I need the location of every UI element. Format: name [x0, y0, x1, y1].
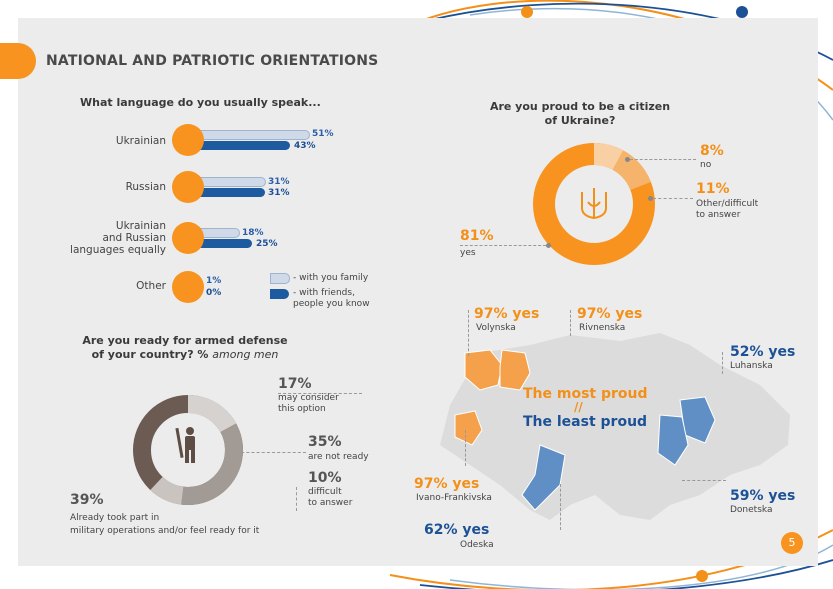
map-region-volynska — [464, 349, 503, 391]
leader-line — [722, 352, 723, 374]
map-luhanska-pct: 52% yes — [730, 344, 796, 360]
language-question: What language do you usually speak... — [80, 96, 321, 109]
map-region-odeska — [521, 444, 566, 511]
trident-icon — [581, 188, 607, 220]
armed-consider-pct: 17% — [278, 376, 312, 392]
map-luhanska-name: Luhanska — [730, 361, 773, 371]
proud-yes-pct: 81% — [460, 228, 494, 244]
legend-family-label: - with you family — [293, 273, 369, 283]
armed-took-part-label: Already took part in military operations… — [70, 513, 260, 536]
armed-not-ready-pct: 35% — [308, 434, 342, 450]
armed-question-italic: among men — [212, 348, 279, 361]
pct-family-both: 18% — [242, 228, 264, 238]
pct-friends-other: 0% — [206, 288, 222, 298]
leader-line — [682, 480, 726, 481]
leader-dot — [648, 196, 653, 201]
map-rivnenska-pct: 97% yes — [577, 306, 643, 322]
map-region-ivano-frankivska — [454, 410, 483, 446]
proud-question: Are you proud to be a citizen of Ukraine… — [489, 100, 671, 127]
armed-took-part-pct: 39% — [70, 492, 104, 508]
leader-line — [278, 393, 362, 394]
bar-friends-ukrainian — [188, 141, 290, 150]
pct-family-other: 1% — [206, 276, 222, 286]
language-label-other: Other — [136, 280, 166, 292]
bar-family-ukrainian — [188, 130, 310, 140]
leader-line — [560, 484, 561, 530]
proud-yes-label: yes — [460, 248, 476, 258]
bar-friends-both — [188, 239, 252, 248]
leader-line — [630, 159, 696, 160]
proud-other-label: Other/difficult to answer — [696, 199, 759, 220]
leader-line — [653, 198, 693, 199]
map-center-top: The most proud — [523, 386, 648, 402]
armed-not-ready-label: are not ready — [308, 452, 369, 462]
pct-family-russian: 31% — [268, 177, 290, 187]
map-ivano-name: Ivano-Frankivska — [416, 493, 492, 503]
row-bullet — [172, 222, 204, 254]
proud-no-label: no — [700, 160, 712, 170]
legend-swatch-friends — [270, 289, 289, 299]
map-donetska-pct: 59% yes — [730, 488, 796, 504]
page-number: 5 — [781, 532, 803, 554]
proud-segment-no — [533, 143, 655, 265]
page-title: NATIONAL AND PATRIOTIC ORIENTATIONS — [46, 53, 379, 69]
map-ivano-pct: 97% yes — [414, 476, 480, 492]
ukraine-map — [440, 333, 790, 520]
language-label-both: Ukrainian and Russian languages equally — [70, 220, 166, 256]
row-bullet — [172, 271, 204, 303]
leader-line — [570, 310, 571, 336]
map-odeska-name: Odeska — [460, 540, 494, 550]
map-volynska-pct: 97% yes — [474, 306, 540, 322]
leader-line — [296, 487, 297, 511]
proud-other-pct: 11% — [696, 181, 730, 197]
armed-difficult-pct: 10% — [308, 470, 342, 486]
pct-friends-both: 25% — [256, 239, 278, 249]
row-bullet — [172, 171, 204, 203]
map-region-donetska — [657, 414, 689, 466]
armed-segment-not-ready — [133, 395, 243, 505]
map-rivnenska-name: Rivnenska — [579, 323, 626, 333]
legend-friends-label: - with friends, people you know — [293, 288, 370, 309]
proud-no-pct: 8% — [700, 143, 724, 159]
map-odeska-pct: 62% yes — [424, 522, 490, 538]
proud-donut — [533, 143, 655, 265]
pct-family-ukrainian: 51% — [312, 129, 334, 139]
map-center-separator: // — [574, 400, 583, 414]
legend-swatch-family — [270, 273, 290, 284]
bar-friends-russian — [188, 188, 265, 197]
armed-donut — [133, 395, 243, 505]
leader-dot — [546, 243, 551, 248]
leader-line — [468, 310, 469, 356]
language-label-russian: Russian — [125, 181, 166, 193]
armed-question-main: Are you ready for armed defense of your … — [82, 334, 288, 361]
map-center-bottom: The least proud — [523, 414, 648, 430]
language-label-ukrainian: Ukrainian — [115, 135, 166, 147]
leader-line — [460, 245, 546, 246]
map-region-rivnenska — [499, 349, 531, 391]
leader-dot — [625, 157, 630, 162]
soldier-icon — [175, 427, 195, 463]
leader-line — [236, 452, 306, 453]
leader-line — [465, 430, 466, 466]
pct-friends-russian: 31% — [268, 188, 290, 198]
pct-friends-ukrainian: 43% — [294, 141, 316, 151]
armed-consider-label: may consider this option — [278, 393, 339, 414]
map-donetska-name: Donetska — [730, 505, 773, 515]
armed-question: Are you ready for armed defense of your … — [78, 334, 292, 362]
map-volynska-name: Volynska — [476, 323, 516, 333]
row-bullet — [172, 124, 204, 156]
header-tab-marker — [0, 43, 36, 79]
map-ukraine-shape — [440, 333, 790, 520]
armed-segment-consider — [133, 395, 243, 505]
armed-difficult-label: difficult to answer — [308, 487, 353, 508]
